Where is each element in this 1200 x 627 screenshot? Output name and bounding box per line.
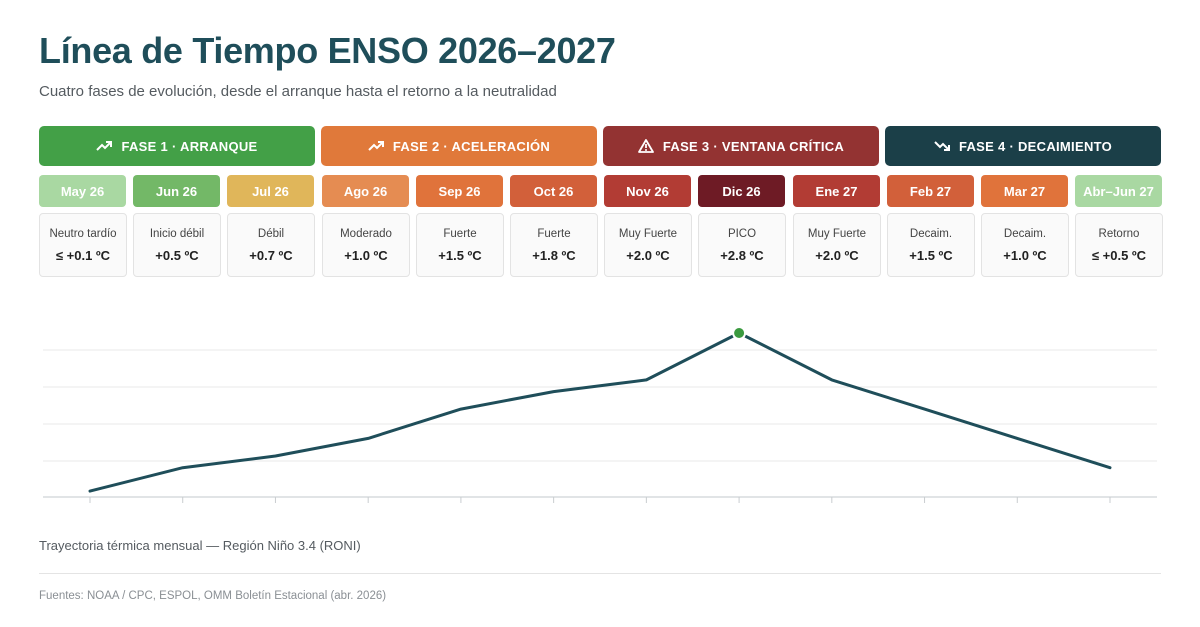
month-chip: Ago 26 [322,175,409,207]
intensity-label: Moderado [340,227,392,240]
month-row: May 26 Jun 26 Jul 26 Ago 26 Sep 26 Oct 26 Nov … [39,175,1162,207]
intensity-card: Fuerte +1.8 ºC [510,213,598,277]
intensity-card: Débil +0.7 ºC [227,213,315,277]
anomaly-value: +0.5 ºC [155,247,199,263]
intensity-label: Retorno [1098,227,1140,240]
intensity-card: Muy Fuerte +2.0 ºC [604,213,692,277]
chart-caption: Trayectoria térmica mensual — Región Niñ… [39,538,361,553]
trending-up-icon [96,140,113,152]
anomaly-value: +2.0 ºC [626,247,670,263]
anomaly-value: ≤ +0.1 ºC [55,247,111,263]
thermal-trajectory-chart [43,326,1157,503]
intensity-label: Neutro tardío [49,227,117,240]
intensity-label: Fuerte [537,227,571,240]
divider [39,573,1161,574]
month-chip: Ene 27 [793,175,880,207]
intensity-card: Decaim. +1.0 ºC [981,213,1069,277]
month-chip: Dic 26 [698,175,785,207]
peak-point [732,326,747,340]
intensity-label: Decaim. [909,227,953,240]
phase-1-banner: FASE 1 · ARRANQUE [39,126,315,166]
phase-3-label: FASE 3 · VENTANA CRÍTICA [662,138,845,154]
trending-up-icon [368,140,384,152]
month-chip: Nov 26 [604,175,691,207]
sources-note: Fuentes: NOAA / CPC, ESPOL, OMM Boletín … [39,590,387,602]
anomaly-value: +1.5 ºC [909,247,953,263]
series-line [88,331,1112,493]
anomaly-value: +1.5 ºC [438,247,482,263]
month-chip: Abr–Jun 27 [1075,175,1162,207]
intensity-card: Fuerte +1.5 ºC [416,213,504,277]
phase-3-banner: FASE 3 · VENTANA CRÍTICA [603,126,879,166]
intensity-card: Inicio débil +0.5 ºC [133,213,221,277]
intensity-label: Decaim. [1003,227,1047,240]
anomaly-value: ≤ +0.5 ºC [1091,247,1147,263]
anomaly-value: +1.0 ºC [1003,247,1047,263]
intensity-card-row: Neutro tardío ≤ +0.1 ºC Inicio débil +0.5 º… [39,213,1163,277]
intensity-label: Débil [257,227,285,240]
phase-4-label: FASE 4 · DECAIMIENTO [958,138,1113,154]
page-title: Línea de Tiempo ENSO 2026–2027 [39,30,616,71]
page-subtitle: Cuatro fases de evolución, desde el arra… [39,83,557,100]
intensity-card: Decaim. +1.5 ºC [887,213,975,277]
phase-4-banner: FASE 4 · DECAIMIENTO [885,126,1161,166]
intensity-label: Fuerte [443,227,477,240]
intensity-card: Moderado +1.0 ºC [322,213,410,277]
phase-bar: FASE 1 · ARRANQUE FASE 2 · ACELERACIÓN F… [39,126,1161,166]
anomaly-value: +2.0 ºC [815,247,859,263]
intensity-label: Inicio débil [149,227,205,240]
intensity-card: Muy Fuerte +2.0 ºC [793,213,881,277]
anomaly-value: +1.0 ºC [344,247,388,263]
anomaly-value: +1.8 ºC [532,247,576,263]
month-chip: Mar 27 [981,175,1068,207]
month-chip: May 26 [39,175,126,207]
phase-2-label: FASE 2 · ACELERACIÓN [392,138,551,154]
phase-2-banner: FASE 2 · ACELERACIÓN [321,126,597,166]
month-chip: Sep 26 [416,175,503,207]
trending-down-icon [934,140,950,152]
intensity-card: Retorno ≤ +0.5 ºC [1075,213,1163,277]
month-chip: Jun 26 [133,175,220,207]
warning-icon [637,139,654,153]
phase-1-label: FASE 1 · ARRANQUE [121,138,258,154]
intensity-card: Neutro tardío ≤ +0.1 ºC [39,213,127,277]
month-chip: Jul 26 [227,175,314,207]
intensity-label: PICO [727,227,757,240]
anomaly-value: +2.8 ºC [720,247,764,263]
intensity-label: Muy Fuerte [618,227,678,240]
intensity-label: Muy Fuerte [807,227,867,240]
month-chip: Oct 26 [510,175,597,207]
month-chip: Feb 27 [887,175,974,207]
intensity-card: PICO +2.8 ºC [698,213,786,277]
anomaly-value: +0.7 ºC [249,247,293,263]
